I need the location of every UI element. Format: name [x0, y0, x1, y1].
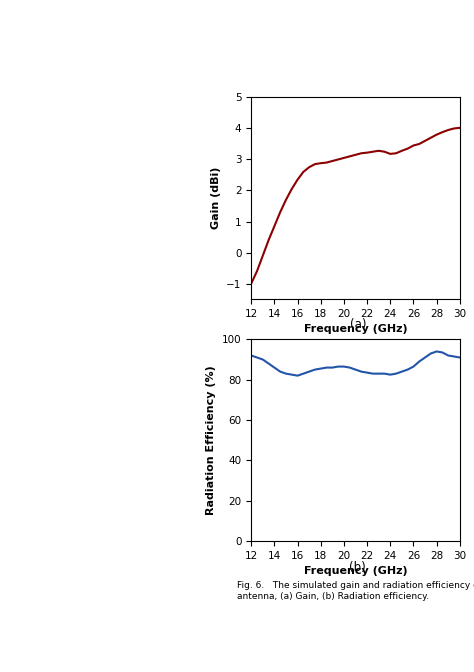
- Text: (a): (a): [350, 318, 366, 331]
- Y-axis label: Gain (dBi): Gain (dBi): [210, 167, 220, 229]
- Text: (b): (b): [349, 561, 366, 574]
- Y-axis label: Radiation Efficiency (%): Radiation Efficiency (%): [206, 366, 216, 515]
- X-axis label: Frequency (GHz): Frequency (GHz): [304, 566, 407, 576]
- X-axis label: Frequency (GHz): Frequency (GHz): [304, 325, 407, 334]
- Text: Fig. 6.   The simulated gain and radiation efficiency of the proposed
antenna, (: Fig. 6. The simulated gain and radiation…: [237, 581, 474, 601]
